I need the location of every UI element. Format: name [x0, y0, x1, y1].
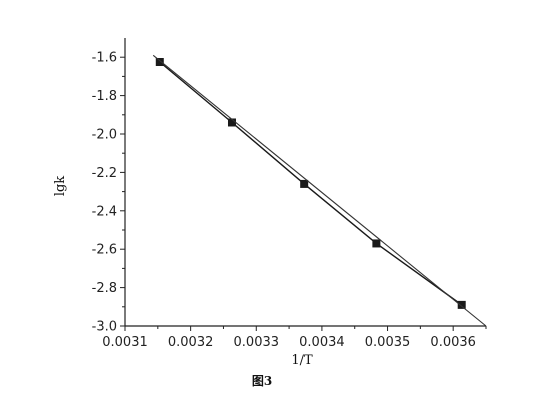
fit-line [152, 54, 487, 327]
x-tick-label: 0.0032 [168, 335, 214, 350]
x-axis-title: 1/T [291, 353, 313, 368]
y-tick-label: -2.6 [92, 243, 117, 258]
y-tick-label: -3.0 [92, 320, 117, 335]
y-tick-label: -2.8 [92, 281, 117, 296]
series-layer [152, 54, 487, 327]
data-point-marker [372, 239, 381, 248]
data-point-marker [227, 118, 236, 127]
y-tick-label: -2.0 [92, 128, 117, 143]
x-tick-label: 0.0034 [299, 335, 345, 350]
x-tick-label: 0.0036 [430, 335, 476, 350]
y-tick-label: -2.2 [92, 166, 117, 181]
y-tick-label: -2.4 [92, 204, 117, 219]
ticks-layer: -1.6 -1.8 -2.0 -2.2 -2.4 -2.6 -2.8 -3.00.0031 0.… [92, 51, 487, 350]
y-tick-label: -1.8 [92, 89, 117, 104]
x-tick-label: 0.0033 [234, 335, 280, 350]
y-tick-label: -1.6 [92, 51, 117, 66]
figure-caption: 图3 [252, 374, 272, 388]
data-point-marker [457, 300, 466, 309]
data-point-marker [300, 179, 309, 188]
y-axis-title: lgk [53, 176, 68, 196]
x-tick-label: 0.0035 [365, 335, 411, 350]
axes-layer [124, 38, 486, 327]
data-point-marker [155, 58, 164, 66]
x-tick-label: 0.0031 [102, 335, 148, 350]
